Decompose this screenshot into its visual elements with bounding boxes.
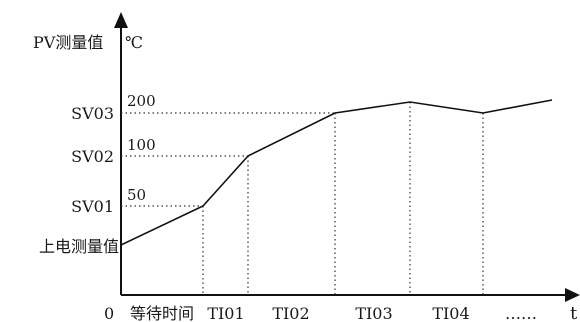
x-segment-wait: 等待时间 (130, 304, 194, 322)
y-axis-arrow (114, 12, 128, 28)
value-sv02: 100 (127, 136, 156, 154)
y-axis-unit: ℃ (125, 33, 143, 52)
y-label-sv01: SV01 (71, 197, 114, 216)
y-label-sv03: SV03 (71, 104, 114, 123)
x-segment-ellipsis: …… (505, 304, 537, 322)
x-axis-variable: t (570, 303, 578, 322)
value-sv03: 200 (127, 92, 156, 110)
y-label-initial: 上电测量值 (39, 237, 119, 256)
x-segment-ti03: TI03 (355, 304, 392, 322)
x-segment-ti01: TI01 (207, 304, 244, 322)
value-sv01: 50 (127, 186, 146, 204)
x-segment-ti02: TI02 (272, 304, 309, 322)
x-origin-label: 0 (104, 304, 114, 322)
x-axis-arrow (565, 288, 580, 302)
y-label-sv02: SV02 (71, 147, 114, 166)
pv-curve (120, 99, 553, 246)
x-segment-ti04: TI04 (432, 304, 469, 322)
y-axis-title: PV测量值 (33, 33, 103, 52)
